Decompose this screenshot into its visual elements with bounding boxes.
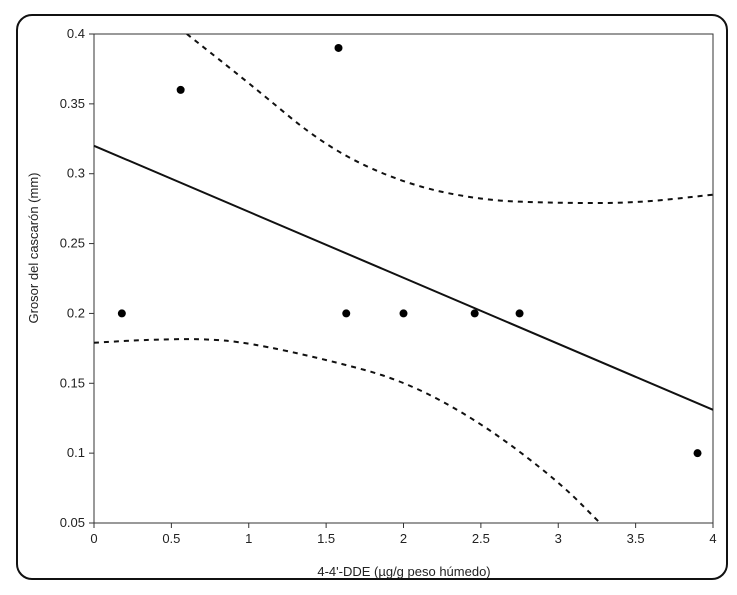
y-tick-label: 0.05 <box>60 515 85 530</box>
y-tick-label: 0.15 <box>60 375 85 390</box>
x-tick-label: 3.5 <box>627 531 645 546</box>
plot-area: 0 0.5 1 1.5 2 2.5 3 3.5 4 0.05 0.1 0.15 0.2 0.25 0.3 0.… <box>60 26 717 546</box>
chart-frame <box>16 14 728 580</box>
confidence-lower-curve <box>94 338 601 523</box>
data-point <box>515 309 524 318</box>
y-tick-label: 0.25 <box>60 236 85 251</box>
data-point <box>470 309 479 318</box>
x-tick-label: 2 <box>400 531 407 546</box>
x-tick-label: 4 <box>709 531 716 546</box>
x-tick-label: 3 <box>555 531 562 546</box>
y-tick-label: 0.2 <box>67 305 85 320</box>
regression-line <box>93 144 714 411</box>
x-tick-label: 0 <box>90 531 97 546</box>
y-tick-label: 0.4 <box>67 26 85 41</box>
x-tick-label: 2.5 <box>472 531 490 546</box>
data-point <box>342 309 351 318</box>
x-tick-label: 1 <box>245 531 252 546</box>
data-point <box>334 43 343 52</box>
x-axis-label: 4-4'-DDE (µg/g peso húmedo) <box>317 564 490 579</box>
data-point <box>117 309 126 318</box>
data-point <box>399 309 408 318</box>
data-point <box>176 85 185 94</box>
y-tick-label: 0.35 <box>60 96 85 111</box>
x-tick-label: 0.5 <box>162 531 180 546</box>
y-axis-label: Grosor del cascarón (mm) <box>26 173 41 324</box>
data-point <box>693 449 702 458</box>
y-tick-label: 0.1 <box>67 445 85 460</box>
confidence-upper-curve <box>186 34 713 205</box>
y-tick-label: 0.3 <box>67 166 85 181</box>
x-tick-label: 1.5 <box>317 531 335 546</box>
